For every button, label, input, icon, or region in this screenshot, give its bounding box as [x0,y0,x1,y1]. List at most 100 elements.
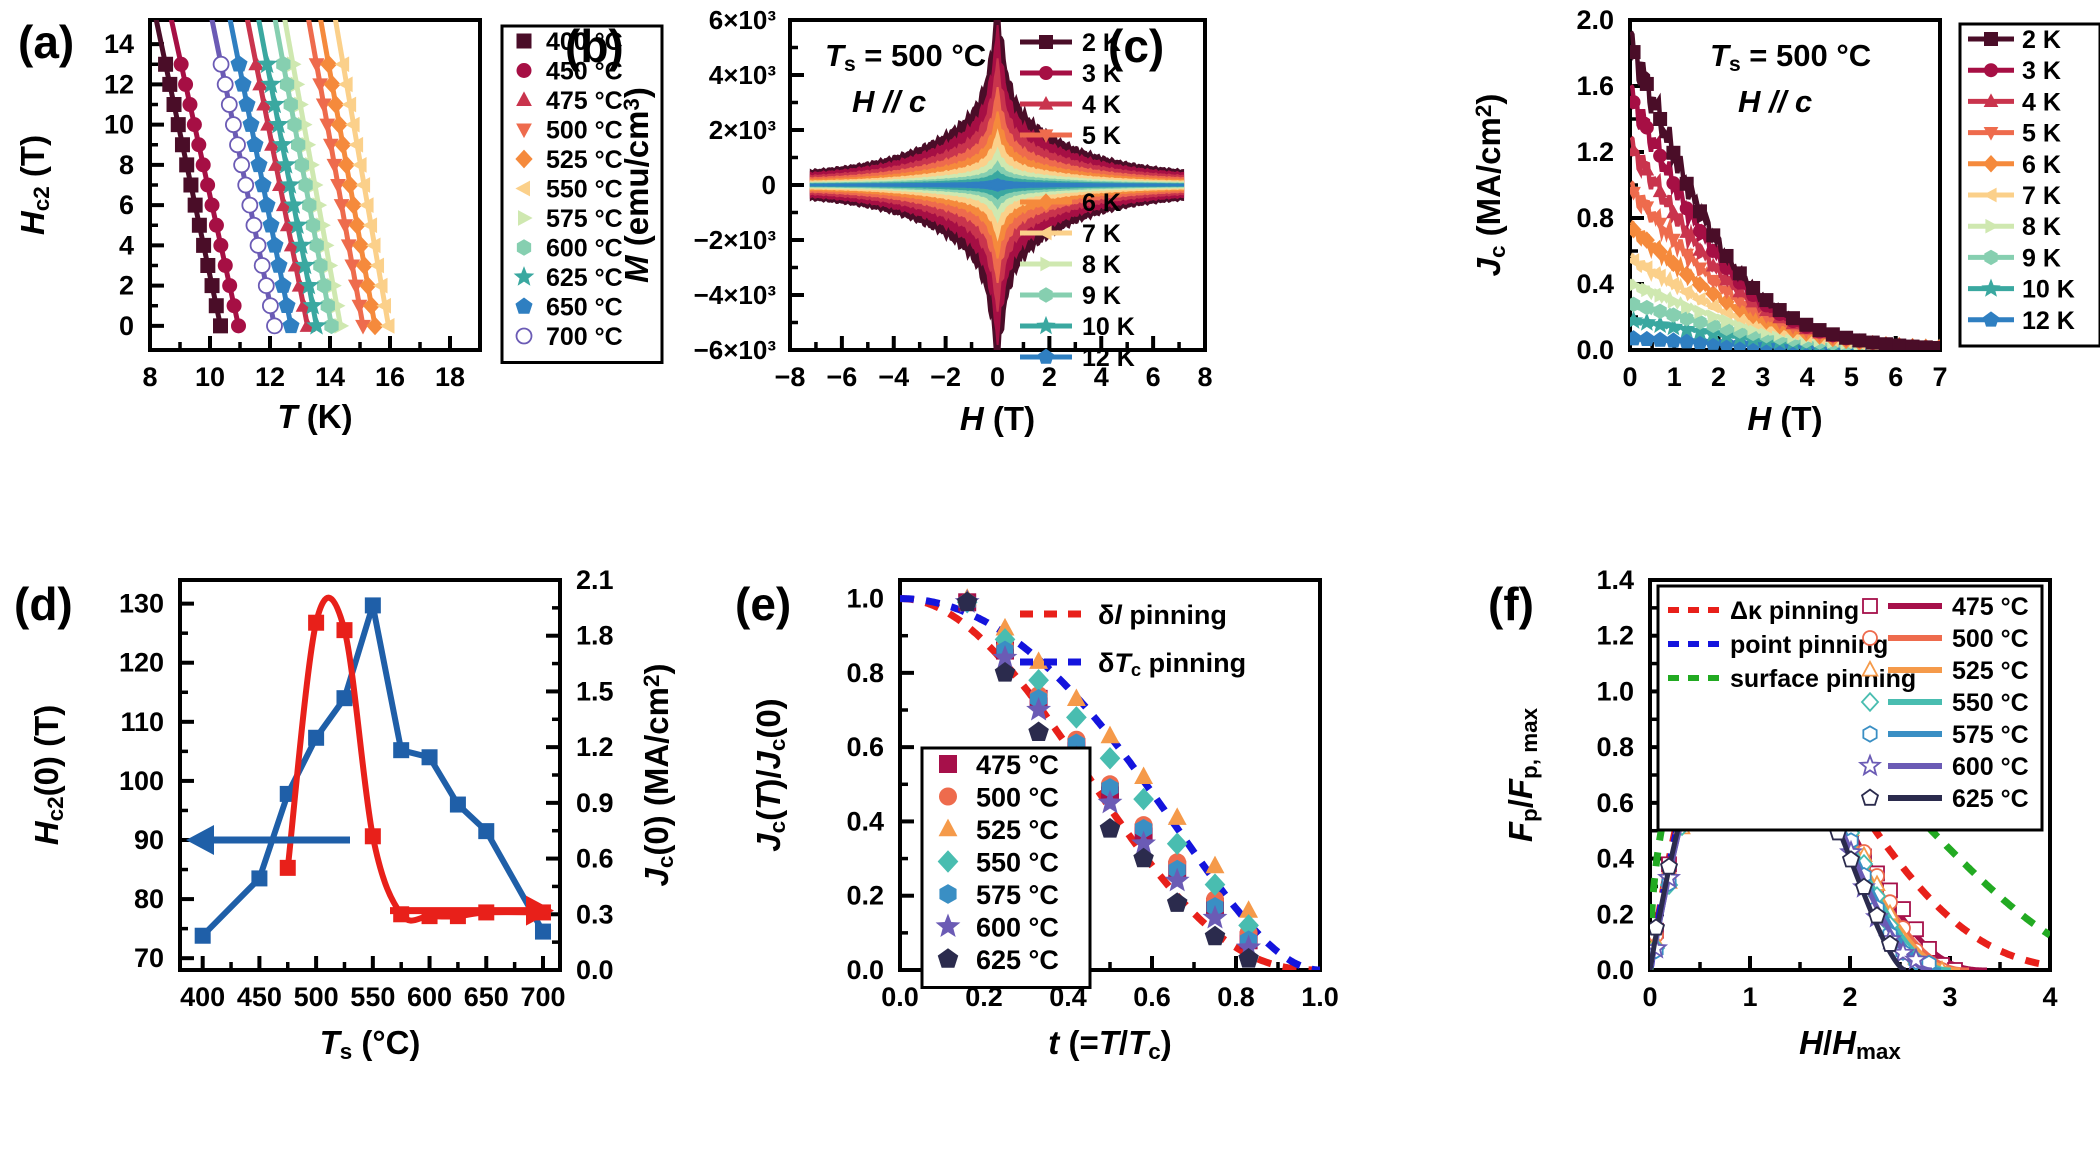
data-marker [287,214,308,235]
data-marker [1983,311,1999,327]
data-marker [308,58,325,73]
x-tick-label: 1 [1667,362,1682,392]
data-marker [316,277,332,294]
x-tick-label: 0.6 [1133,982,1171,1012]
data-marker [516,91,532,106]
data-marker [1039,66,1053,80]
data-marker [1653,148,1668,163]
panel-c: (c)0 1 2 3 4 5 6 70.00.40.81.21.62.0H (T)Jc (MA… [1108,5,2100,437]
data-marker [1039,287,1053,303]
panel-f-label: (f) [1488,578,1534,630]
panel-f-ylabel: Fp/Fp, max [1502,707,1542,842]
data-marker [217,257,233,273]
legend-item-label: 500 °C [976,783,1059,813]
legend-item-label: 3 K [1082,60,1121,88]
data-marker [279,76,295,93]
legend-item-label: 7 K [2022,182,2061,210]
x-tick-label: 0 [1642,982,1657,1012]
series-markers [230,55,300,334]
data-marker [1679,248,1695,263]
data-marker [992,644,1018,669]
data-marker [1039,35,1053,49]
x-tick-label: −6 [826,362,857,392]
y-tick-label: 100 [119,766,164,796]
data-marker [1133,847,1154,868]
data-marker [1706,243,1721,258]
data-marker [995,617,1015,636]
data-marker [287,256,304,272]
data-marker [1036,315,1056,335]
data-marker [294,156,310,174]
y-tick-label: 1.2 [1576,137,1614,167]
data-marker [196,237,212,253]
data-marker [256,53,278,74]
legend-item-label: δTc pinning [1098,648,1246,680]
legend-box [1656,584,2044,832]
x-tick-label: 14 [315,362,345,392]
y-tick-label: 6 [119,190,134,220]
data-marker [319,54,338,74]
data-marker [1204,925,1226,946]
legend-item-label: 475 °C [1952,593,2029,621]
x-tick-label: 450 [237,982,282,1012]
data-marker [283,96,298,113]
x-tick-label: 700 [520,982,565,1012]
data-marker [173,56,189,72]
data-marker [1652,183,1668,198]
y-tick-label: 10 [104,110,134,140]
data-marker [320,297,335,314]
x-tick-label: 2 [1042,362,1057,392]
data-marker [1839,330,1854,345]
data-marker [187,197,203,213]
legend-item-label: 575 °C [546,205,623,233]
data-marker [294,96,309,113]
data-marker [1718,304,1733,320]
data-marker [1692,204,1707,219]
data-marker [204,278,220,294]
y-tick-label: 0.4 [846,806,884,836]
legend-item-label: 10 K [2022,276,2075,304]
panel-a-xlabel: T (K) [277,398,352,435]
data-marker [271,133,293,154]
data-marker [298,274,320,295]
data-marker [1135,818,1153,839]
data-marker [1983,127,1999,141]
panel-e-xlabel: t (=T/Tc) [1048,1024,1171,1064]
data-marker [1880,934,1900,952]
data-marker [208,217,224,233]
data-marker [1066,706,1087,729]
legend-item-label: 5 K [1082,122,1121,150]
data-marker [238,95,256,112]
data-marker [1812,323,1827,338]
data-marker [222,278,238,294]
data-marker [1659,857,1679,875]
data-marker [1691,292,1706,307]
data-marker [1099,818,1121,838]
x-tick-label: 0 [990,362,1005,392]
y-tick-label: 2.0 [1576,5,1614,35]
data-marker [1862,725,1878,743]
data-marker [344,116,360,133]
data-marker [1705,298,1719,314]
data-marker [1205,855,1225,874]
data-marker [1666,307,1681,323]
data-marker [1860,788,1880,806]
data-marker [362,217,378,234]
data-marker [313,257,328,274]
data-marker [308,729,325,746]
x-tick-label: 600 [407,982,452,1012]
panel-c-annotation-orient: H // c [1738,84,1812,119]
legend-item-label: 625 °C [1952,785,2029,813]
data-marker [1038,95,1054,110]
series-markers [334,56,395,334]
legend-item-label: 575 °C [976,880,1059,910]
data-marker [290,234,312,255]
data-marker [1202,904,1228,929]
data-marker [1638,231,1655,249]
data-marker [1720,313,1735,329]
legend-item-label: δl pinning [1098,600,1227,630]
panel-e-series [900,588,1320,970]
data-marker [1825,327,1840,342]
y2-tick-label: 1.8 [576,621,614,651]
